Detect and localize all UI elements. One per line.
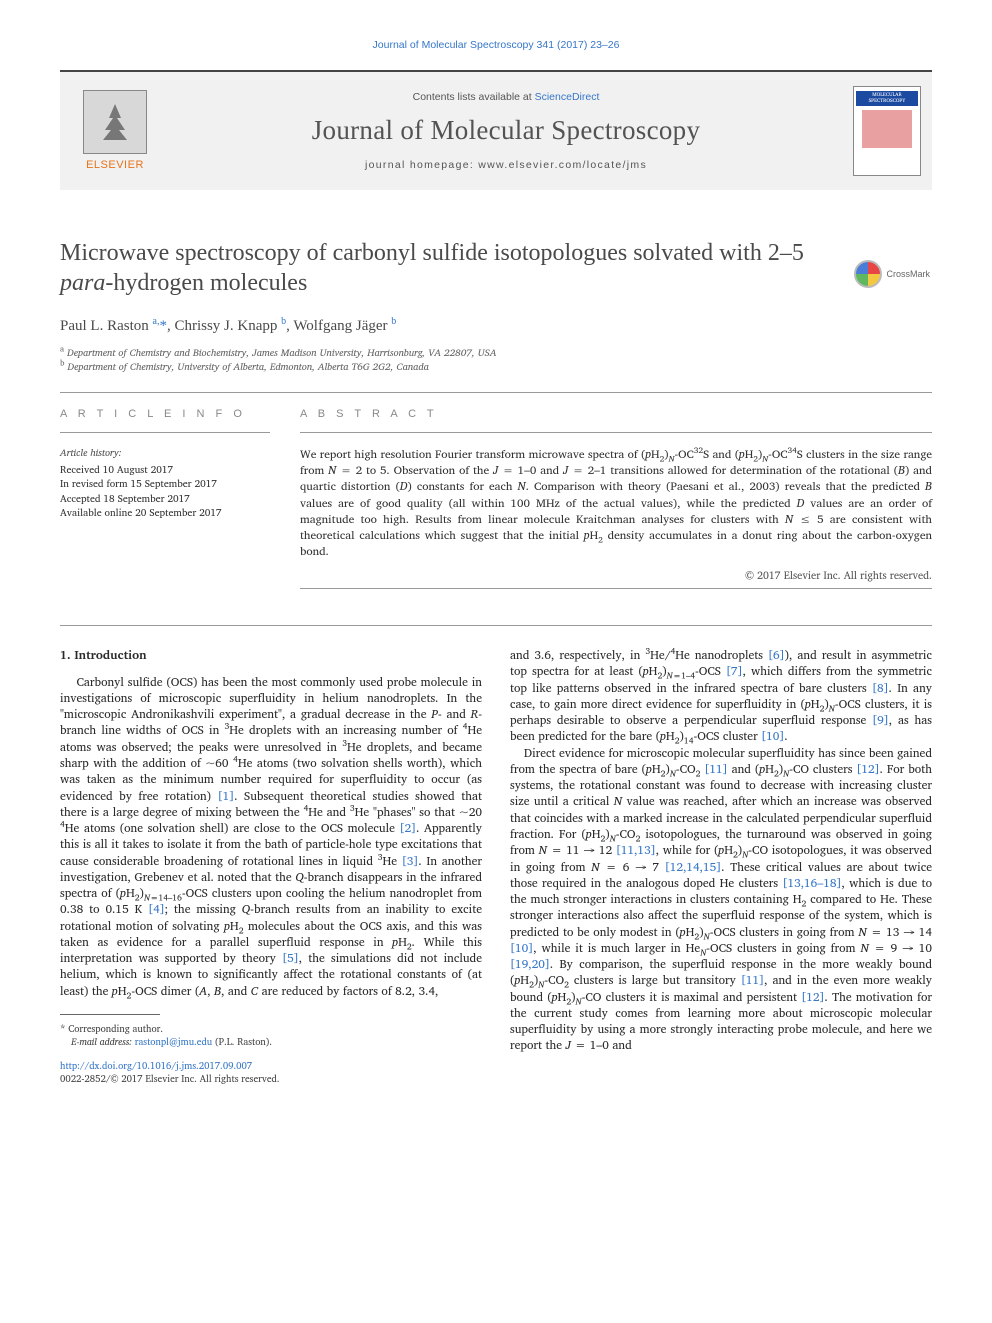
divider-info xyxy=(60,432,270,433)
homepage-prefix: journal homepage: xyxy=(365,159,478,171)
cover-thumbnail-block: MOLECULAR SPECTROSCOPY xyxy=(842,72,932,190)
cover-label: MOLECULAR SPECTROSCOPY xyxy=(856,91,918,106)
history-body: Received 10 August 2017In revised form 1… xyxy=(60,463,270,521)
journal-homepage: journal homepage: www.elsevier.com/locat… xyxy=(365,158,647,172)
crossmark-icon xyxy=(854,260,882,288)
intro-para-2: and 3.6, respectively, in 3He/4He nanodr… xyxy=(510,648,932,1055)
article-info-heading: A R T I C L E I N F O xyxy=(60,407,270,422)
homepage-url[interactable]: www.elsevier.com/locate/jms xyxy=(478,159,647,171)
journal-cover-icon: MOLECULAR SPECTROSCOPY xyxy=(853,86,921,176)
history-label: Article history: xyxy=(60,447,270,461)
elsevier-tree-icon xyxy=(83,90,147,154)
divider-top xyxy=(60,392,932,393)
author-list: Paul L. Raston a,*, Chrissy J. Knapp b, … xyxy=(60,316,932,336)
column-left: 1. Introduction Carbonyl sulfide (OCS) h… xyxy=(60,648,482,1086)
doi-link[interactable]: http://dx.doi.org/10.1016/j.jms.2017.09.… xyxy=(60,1060,482,1073)
crossmark-label: CrossMark xyxy=(886,268,930,280)
crossmark-badge[interactable]: CrossMark xyxy=(854,260,930,288)
publisher-block: ELSEVIER xyxy=(60,72,170,190)
abstract-copyright: © 2017 Elsevier Inc. All rights reserved… xyxy=(300,568,932,582)
intro-heading: 1. Introduction xyxy=(60,648,482,665)
sciencedirect-link[interactable]: ScienceDirect xyxy=(535,91,600,103)
rights-line: 0022-2852/© 2017 Elsevier Inc. All right… xyxy=(60,1073,482,1086)
affiliations: a Department of Chemistry and Biochemist… xyxy=(60,346,932,374)
email-name: (P.L. Raston). xyxy=(215,1035,272,1050)
affiliation-b: b Department of Chemistry, University of… xyxy=(60,360,932,374)
article-title: Microwave spectroscopy of carbonyl sulfi… xyxy=(60,238,850,298)
abstract-heading: A B S T R A C T xyxy=(300,407,932,422)
cover-art-icon xyxy=(862,110,912,148)
corresponding-author-footnote: * Corresponding author. E-mail address: … xyxy=(60,1021,482,1050)
intro-para-1: Carbonyl sulfide (OCS) has been the most… xyxy=(60,675,482,1000)
divider-abs xyxy=(300,432,932,433)
contents-available-line: Contents lists available at ScienceDirec… xyxy=(413,90,600,104)
publisher-label: ELSEVIER xyxy=(86,158,144,173)
divider-body xyxy=(60,625,932,626)
email-label: E-mail address: xyxy=(71,1035,132,1050)
divider-abs-bottom xyxy=(300,588,932,589)
journal-name: Journal of Molecular Spectroscopy xyxy=(312,112,701,148)
contents-prefix: Contents lists available at xyxy=(413,91,535,103)
author-email-link[interactable]: rastonpl@jmu.edu xyxy=(135,1035,212,1050)
column-right: and 3.6, respectively, in 3He/4He nanodr… xyxy=(510,648,932,1086)
journal-banner: ELSEVIER Contents lists available at Sci… xyxy=(60,70,932,190)
citation-line: Journal of Molecular Spectroscopy 341 (2… xyxy=(60,38,932,52)
star-icon: * xyxy=(60,1019,66,1037)
abstract-body: We report high resolution Fourier transf… xyxy=(300,447,932,560)
footnote-separator xyxy=(60,1014,160,1015)
